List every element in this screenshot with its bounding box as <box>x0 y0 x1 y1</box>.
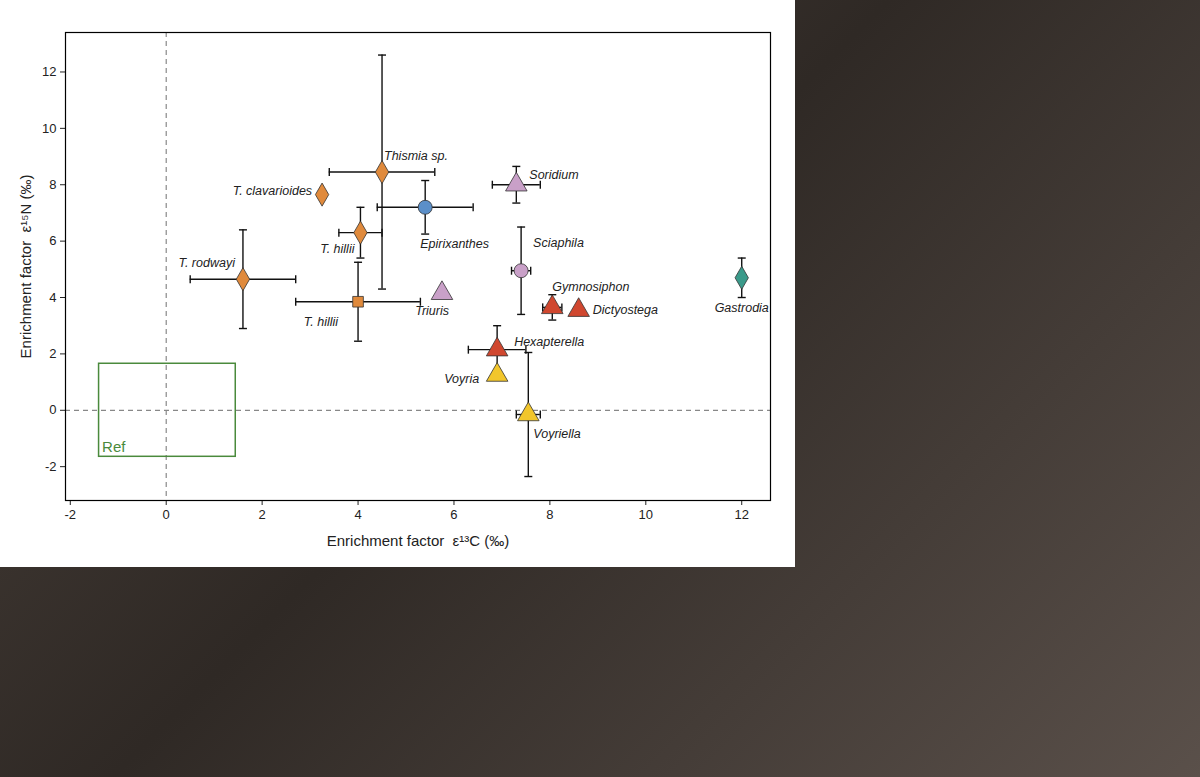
svg-text:2: 2 <box>259 507 266 522</box>
svg-text:Voyria: Voyria <box>444 372 479 386</box>
svg-text:2: 2 <box>49 346 56 361</box>
svg-text:0: 0 <box>163 507 170 522</box>
svg-text:Dictyostega: Dictyostega <box>593 303 658 317</box>
svg-text:12: 12 <box>734 507 748 522</box>
svg-text:8: 8 <box>49 177 56 192</box>
svg-text:Sciaphila: Sciaphila <box>533 236 584 250</box>
svg-text:8: 8 <box>546 507 553 522</box>
svg-text:Triuris: Triuris <box>415 304 449 318</box>
svg-text:Ref: Ref <box>102 438 126 455</box>
svg-text:Epirixanthes: Epirixanthes <box>420 237 489 251</box>
svg-text:Hexapterella: Hexapterella <box>514 335 584 349</box>
svg-text:-2: -2 <box>65 507 77 522</box>
svg-text:Thismia sp.: Thismia sp. <box>384 149 448 163</box>
svg-text:6: 6 <box>450 507 457 522</box>
svg-text:4: 4 <box>49 290 56 305</box>
svg-text:4: 4 <box>354 507 361 522</box>
svg-text:-2: -2 <box>45 459 57 474</box>
svg-text:12: 12 <box>42 64 56 79</box>
svg-text:10: 10 <box>639 507 653 522</box>
svg-text:T. rodwayi: T. rodwayi <box>178 256 236 270</box>
svg-text:T. hillii: T. hillii <box>304 315 339 329</box>
svg-text:T. hillii: T. hillii <box>320 242 355 256</box>
svg-text:6: 6 <box>49 233 56 248</box>
svg-text:Soridium: Soridium <box>529 168 578 182</box>
svg-text:Enrichment factor ε¹³C (‰): Enrichment factor ε¹³C (‰) <box>327 532 510 549</box>
svg-text:Enrichment factor ε¹⁵N (‰): Enrichment factor ε¹⁵N (‰) <box>17 175 34 359</box>
svg-text:Voyriella: Voyriella <box>533 427 581 441</box>
svg-text:0: 0 <box>49 402 56 417</box>
svg-text:10: 10 <box>42 121 56 136</box>
svg-text:Gastrodia: Gastrodia <box>715 301 769 315</box>
svg-text:Gymnosiphon: Gymnosiphon <box>552 280 629 294</box>
svg-text:T. clavarioides: T. clavarioides <box>233 184 312 198</box>
